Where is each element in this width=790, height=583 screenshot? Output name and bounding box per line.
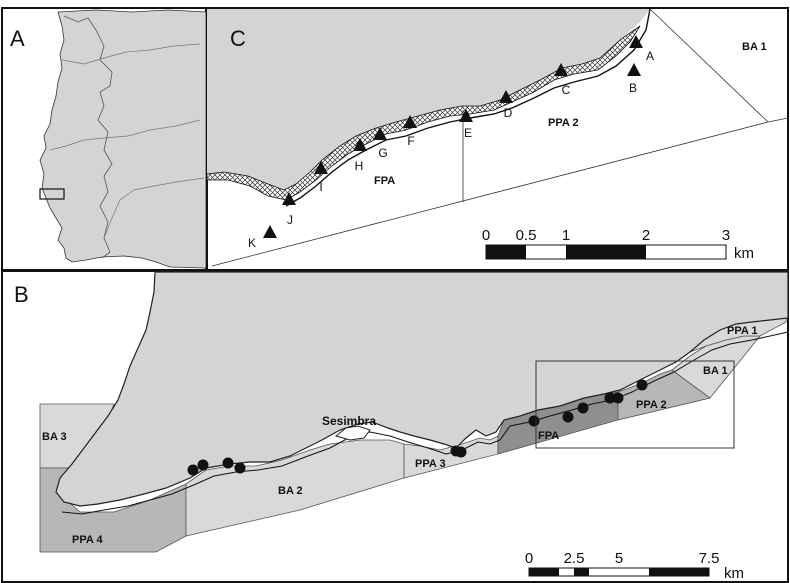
site-label-a: A xyxy=(646,49,654,63)
site-triangle-k xyxy=(263,225,277,238)
site-triangle-d xyxy=(499,90,513,103)
fishing-site-dot xyxy=(187,464,199,476)
study-area-locator-box xyxy=(39,188,65,200)
zone-label-ppa2: PPA 2 xyxy=(636,399,667,411)
site-triangle-c xyxy=(554,63,568,76)
fishing-site-dot xyxy=(612,392,624,404)
site-triangle-b xyxy=(627,63,641,76)
scale-c-tick: 0.5 xyxy=(516,227,537,244)
zone-label-fpa-c: FPA xyxy=(374,175,395,187)
site-triangle-g xyxy=(373,127,387,140)
site-label-h: H xyxy=(355,159,364,173)
site-triangle-h xyxy=(353,138,367,151)
fishing-site-dot xyxy=(577,402,589,414)
fishing-site-dot xyxy=(234,462,246,474)
zone-label-ba1-c: BA 1 xyxy=(742,41,767,53)
scale-b-tick: 0 xyxy=(525,550,533,567)
guadiana-river xyxy=(103,177,205,239)
panel-c-offshore-boundary xyxy=(211,121,769,267)
site-label-f: F xyxy=(407,134,414,148)
site-label-b: B xyxy=(629,81,637,95)
zone-ba2 xyxy=(185,439,405,537)
site-triangle-f xyxy=(403,115,417,128)
scale-b-tick: 2.5 xyxy=(564,550,585,567)
fishing-site-dot xyxy=(455,446,467,458)
portugal-border xyxy=(63,15,113,259)
site-triangle-a xyxy=(629,35,643,48)
scale-c-tick: 2 xyxy=(642,227,650,244)
fishing-site-dot xyxy=(604,392,616,404)
ba1-west-boundary xyxy=(649,8,769,123)
site-label-c: C xyxy=(562,83,571,97)
panel-b-label: B xyxy=(14,282,29,307)
ba1-south-boundary xyxy=(767,117,789,123)
site-triangle-i xyxy=(314,161,328,174)
fishing-site-dot xyxy=(197,459,209,471)
scale-c-tick: 1 xyxy=(562,227,570,244)
tagus-river xyxy=(49,119,201,151)
scale-b-tick: 7.5 xyxy=(699,550,720,567)
iberia-landmass xyxy=(39,9,207,269)
scale-c-unit: km xyxy=(734,245,754,262)
town-label-sesimbra: Sesimbra xyxy=(322,414,376,428)
panel-a: A xyxy=(1,7,207,271)
scale-c-segment-3 xyxy=(566,245,646,259)
scale-b-unit: km xyxy=(724,565,744,582)
site-label-j: J xyxy=(287,213,293,227)
fishing-site-dot xyxy=(562,411,574,423)
scale-c-tick: 3 xyxy=(722,227,730,244)
sesimbra-harbour xyxy=(334,425,371,441)
panel-c-scale-bar: 0 0.5 1 2 3 km xyxy=(482,227,754,262)
site-triangle-j xyxy=(282,192,296,205)
zone-ppa3 xyxy=(403,435,499,479)
zone-label-ppa1: PPA 1 xyxy=(727,325,758,337)
scale-b-segment-5 xyxy=(649,568,709,576)
scale-b-tick: 5 xyxy=(615,550,623,567)
panel-c-extent-box xyxy=(535,360,735,449)
panel-c-land xyxy=(207,9,650,190)
scale-c-segment-1 xyxy=(486,245,526,259)
fishing-site-dot xyxy=(222,457,234,469)
fishing-site-dot xyxy=(636,379,648,391)
panel-b-scale-bar: 0 2.5 5 7.5 km xyxy=(525,550,744,582)
panel-a-label: A xyxy=(10,26,25,51)
panel-b: BA 3 PPA 4 BA 2 PPA 3 FPA PPA 2 BA 1 PPA… xyxy=(1,270,789,583)
fishing-site-dot xyxy=(528,415,540,427)
site-label-d: D xyxy=(504,106,513,120)
scale-b-segment-1 xyxy=(529,568,559,576)
zone-label-ppa4: PPA 4 xyxy=(72,534,103,546)
panel-c: BA 1 PPA 2 FPA A B C D E F GH I J K 0 0.5 1 2 3 k… xyxy=(206,7,789,271)
panel-b-land xyxy=(55,271,789,507)
sampling-sites: A B C D E F GH I J K xyxy=(248,35,654,250)
scale-b-segment-3 xyxy=(574,568,589,576)
zone-label-ba1: BA 1 xyxy=(703,365,728,377)
site-label-g: G xyxy=(378,146,387,160)
zone-label-fpa: FPA xyxy=(538,430,559,442)
zone-label-ppa2-c: PPA 2 xyxy=(548,117,579,129)
fishing-sites xyxy=(187,379,648,476)
zone-label-ba3: BA 3 xyxy=(42,431,67,443)
panel-c-label: C xyxy=(230,26,246,51)
site-label-i: I xyxy=(319,180,322,194)
site-label-e: E xyxy=(464,126,472,140)
panel-c-reef-band xyxy=(206,25,641,201)
scale-c-tick: 0 xyxy=(482,227,490,244)
site-triangle-e xyxy=(459,109,473,122)
douro-river xyxy=(61,43,201,65)
zone-label-ba2: BA 2 xyxy=(278,485,303,497)
zone-label-ppa3: PPA 3 xyxy=(415,458,446,470)
site-label-k: K xyxy=(248,236,256,250)
